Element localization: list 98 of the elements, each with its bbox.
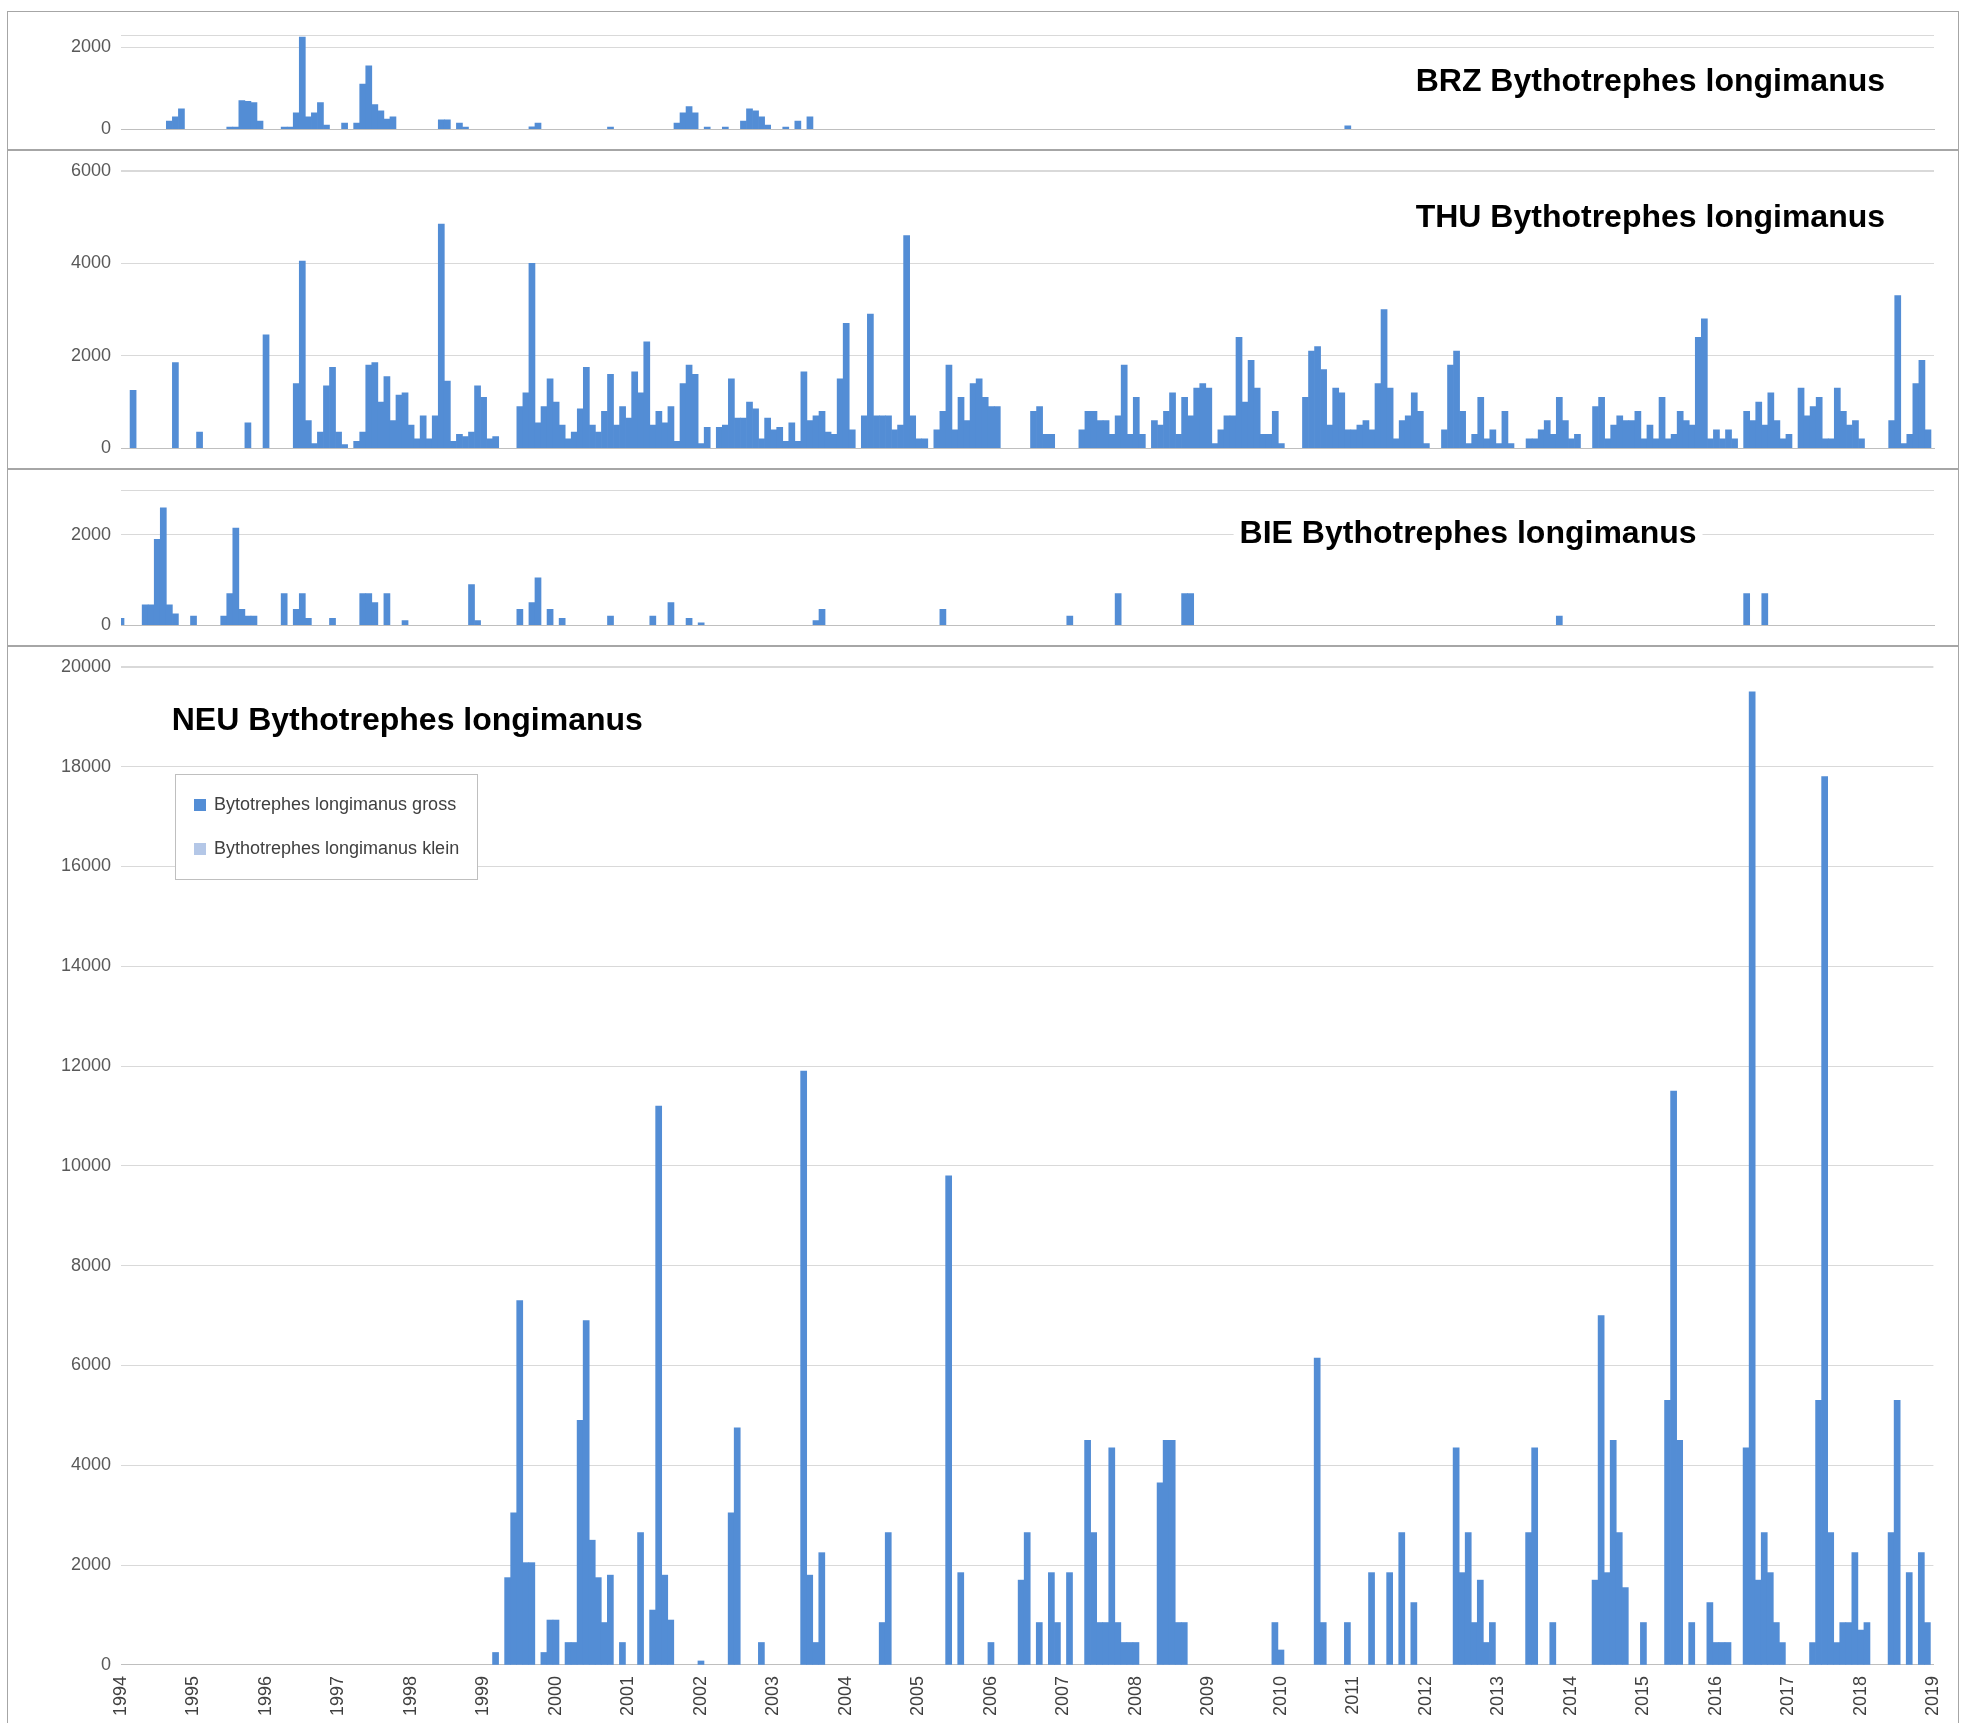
- bar: [329, 618, 336, 626]
- y-tick-label: 6000: [70, 159, 111, 180]
- bar: [782, 126, 790, 130]
- x-tick-label: 2005: [907, 1675, 928, 1716]
- x-tick-label: 1995: [182, 1675, 203, 1716]
- bar: [1066, 615, 1074, 626]
- x-tick-label: 2016: [1704, 1675, 1725, 1716]
- y-tick-label: 0: [100, 614, 111, 635]
- bar: [721, 126, 729, 130]
- bar: [1344, 1622, 1351, 1665]
- bar: [649, 615, 657, 626]
- bar: [637, 1532, 644, 1665]
- x-tick-label: 2014: [1559, 1675, 1580, 1716]
- x-tick-label: 2003: [762, 1675, 783, 1716]
- legend-label: Bythotrephes longimanus klein: [214, 838, 460, 860]
- bar: [1640, 1622, 1647, 1665]
- bar: [1688, 1622, 1696, 1665]
- bar: [945, 1175, 953, 1665]
- x-tick-label: 2004: [834, 1675, 855, 1716]
- bar: [1398, 1532, 1406, 1665]
- bar: [1035, 1622, 1043, 1665]
- text: BRZ Bythotrephes longimanus: [1415, 61, 1886, 98]
- x-tick-label: 2012: [1414, 1675, 1435, 1716]
- x-tick-label: 2017: [1777, 1675, 1798, 1716]
- x-tick-label: 2000: [544, 1675, 565, 1716]
- bar: [703, 126, 711, 130]
- bar: [607, 126, 614, 130]
- bar: [607, 615, 614, 626]
- x-tick-label: 1998: [399, 1675, 420, 1716]
- bar: [1386, 1572, 1394, 1665]
- bar: [1555, 615, 1563, 626]
- bar: [1905, 1572, 1913, 1665]
- bar: [1066, 1572, 1073, 1665]
- x-tick-label: 1996: [254, 1675, 275, 1716]
- x-tick-label: 2015: [1632, 1675, 1653, 1716]
- bar: [619, 1642, 626, 1665]
- bar: [196, 431, 203, 449]
- bar: [341, 122, 348, 130]
- bar: [987, 1642, 995, 1665]
- x-tick-label: 2006: [979, 1675, 1000, 1716]
- bar: [939, 609, 947, 626]
- bar: [1368, 1572, 1375, 1665]
- y-tick-label: 4000: [70, 1454, 111, 1475]
- bar: [558, 618, 566, 626]
- bar: [1344, 125, 1352, 130]
- bar: [1114, 593, 1122, 626]
- bar: [1743, 593, 1751, 626]
- bar: [383, 593, 391, 626]
- legend-label: Bytotrephes longimanus gross: [214, 794, 457, 816]
- x-tick-label: 2011: [1342, 1675, 1363, 1715]
- bar: [546, 609, 554, 626]
- bar: [1743, 410, 1751, 449]
- text: NEU Bythotrephes longimanus: [171, 700, 643, 737]
- y-tick-label: 10000: [60, 1154, 111, 1175]
- y-tick-label: 2000: [70, 523, 111, 544]
- x-tick-label: 2001: [617, 1675, 638, 1716]
- bar: [172, 362, 179, 449]
- y-tick-label: 0: [100, 1653, 111, 1674]
- bar: [244, 422, 252, 449]
- x-tick-label: 2008: [1124, 1675, 1145, 1716]
- bar: [516, 609, 524, 626]
- text: THU Bythotrephes longimanus: [1415, 197, 1886, 234]
- y-tick-label: 12000: [60, 1055, 111, 1076]
- bar: [401, 620, 409, 626]
- x-tick-label: 1999: [472, 1675, 493, 1716]
- bar: [1761, 593, 1769, 626]
- y-tick-label: 2000: [70, 1554, 111, 1575]
- y-tick-label: 4000: [70, 252, 111, 273]
- y-tick-label: 14000: [60, 955, 111, 976]
- x-tick-label: 2019: [1922, 1675, 1943, 1716]
- bar: [280, 593, 288, 626]
- y-tick-label: 0: [100, 437, 111, 458]
- y-tick-label: 8000: [70, 1254, 111, 1275]
- x-tick-label: 2013: [1487, 1675, 1508, 1716]
- bar: [758, 1642, 765, 1665]
- text: BIE Bythotrephes longimanus: [1239, 514, 1697, 551]
- x-tick-label: 2002: [689, 1675, 710, 1716]
- bar: [1549, 1622, 1557, 1665]
- bar: [492, 1652, 499, 1665]
- bar: [685, 618, 693, 626]
- y-tick-label: 2000: [70, 344, 111, 365]
- y-tick-label: 20000: [60, 655, 111, 676]
- y-tick-label: 0: [100, 118, 111, 139]
- x-tick-label: 2018: [1849, 1675, 1870, 1716]
- bar: [957, 1572, 965, 1665]
- x-tick-label: 1994: [109, 1675, 130, 1716]
- y-tick-label: 16000: [60, 855, 111, 876]
- bar: [1410, 1602, 1418, 1665]
- x-tick-label: 2010: [1269, 1675, 1290, 1716]
- bar: [667, 602, 675, 626]
- x-tick-label: 2007: [1052, 1675, 1073, 1716]
- y-tick-label: 18000: [60, 755, 111, 776]
- y-tick-label: 2000: [70, 36, 111, 57]
- bar: [129, 390, 137, 449]
- x-tick-label: 2009: [1197, 1675, 1218, 1716]
- x-tick-label: 1997: [327, 1675, 348, 1716]
- y-tick-label: 6000: [70, 1354, 111, 1375]
- bar: [190, 615, 197, 626]
